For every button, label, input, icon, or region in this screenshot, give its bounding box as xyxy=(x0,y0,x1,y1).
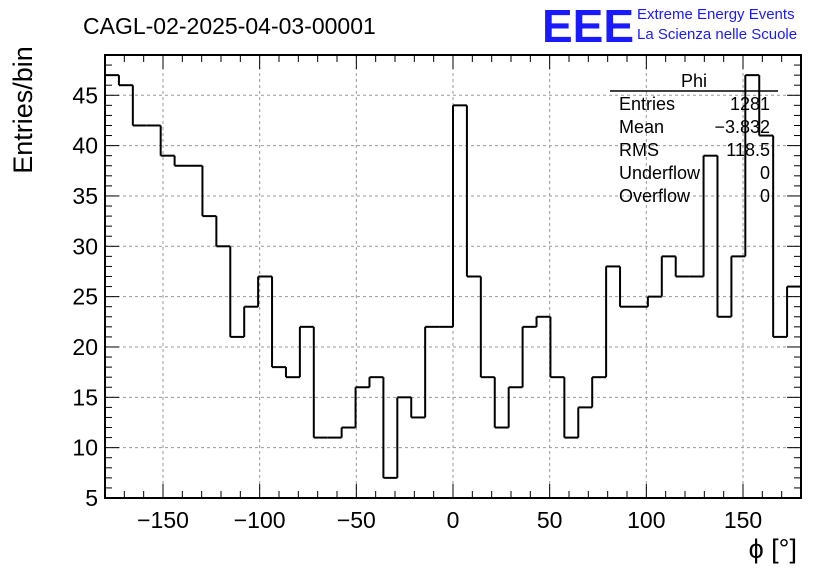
stats-label-underflow: Underflow xyxy=(619,163,701,183)
stats-value-mean: −3.832 xyxy=(714,117,770,137)
logo-line2: La Scienza nelle Scuole xyxy=(637,26,797,43)
y-tick-label: 10 xyxy=(72,435,98,461)
stats-value-overflow: 0 xyxy=(760,186,770,206)
x-tick-label: 0 xyxy=(447,507,460,533)
x-tick-label: 100 xyxy=(627,507,665,533)
x-tick-label: −100 xyxy=(234,507,286,533)
y-tick-label: 20 xyxy=(72,334,98,360)
x-tick-label: −50 xyxy=(337,507,376,533)
stats-value-underflow: 0 xyxy=(760,163,770,183)
logo-line1: Extreme Energy Events xyxy=(637,6,795,23)
stats-value-rms: 118.5 xyxy=(726,140,770,160)
histogram xyxy=(105,74,801,479)
x-tick-label: 150 xyxy=(724,507,762,533)
x-tick-label: 50 xyxy=(537,507,563,533)
stats-label-rms: RMS xyxy=(619,140,659,160)
y-tick-label: 40 xyxy=(72,133,98,159)
stats-value-entries: 1281 xyxy=(730,94,770,114)
y-tick-label: 35 xyxy=(72,183,98,209)
y-tick-label: 45 xyxy=(72,82,98,108)
stats-label-entries: Entries xyxy=(619,94,675,114)
stats-title: Phi xyxy=(681,71,707,91)
stats-box: Phi Entries 1281 Mean −3.832 RMS 118.5 U… xyxy=(610,71,778,206)
y-tick-label: 5 xyxy=(85,485,98,511)
y-tick-label: 25 xyxy=(72,284,98,310)
stats-label-mean: Mean xyxy=(619,117,664,137)
logo-mark: EEE xyxy=(542,0,634,52)
x-axis-label: ϕ [°] xyxy=(749,534,797,564)
stats-label-overflow: Overflow xyxy=(619,186,691,206)
y-tick-label: 15 xyxy=(72,384,98,410)
y-axis-label: Entries/bin xyxy=(8,46,38,174)
eee-logo: EEE Extreme Energy Events La Scienza nel… xyxy=(542,0,797,52)
x-tick-label: −150 xyxy=(137,507,189,533)
tick-labels: −150 −100 −50 0 50 100 150 5 10 15 20 25 30 35 40 45 xyxy=(72,82,762,533)
axis-ticks xyxy=(105,55,801,499)
chart-title: CAGL-02-2025-04-03-00001 xyxy=(83,13,376,39)
y-tick-label: 30 xyxy=(72,233,98,259)
